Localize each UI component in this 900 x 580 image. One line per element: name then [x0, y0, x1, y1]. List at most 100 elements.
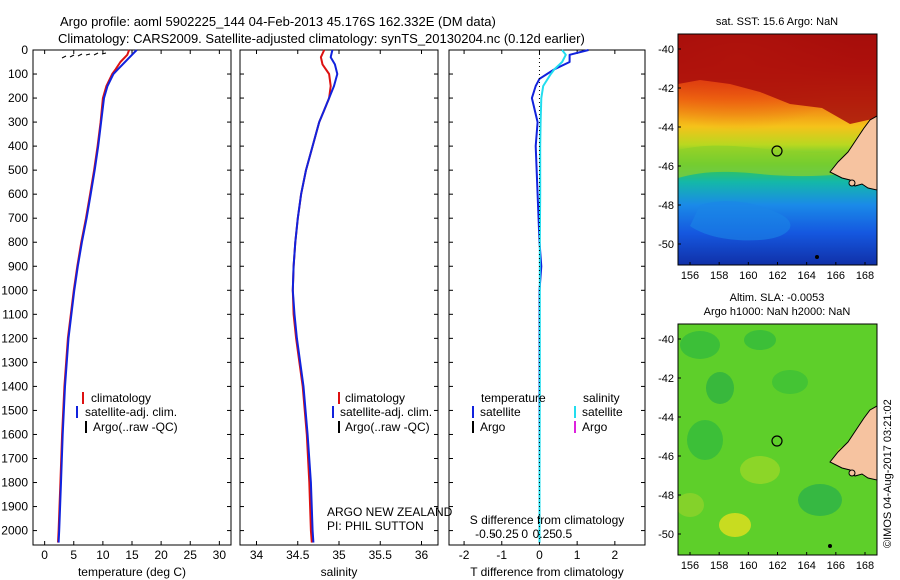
difference-xlabel: T difference from climatology [470, 565, 624, 579]
series-line-salinity-satellite [538, 49, 567, 543]
map-y-tick-label: -40 [658, 334, 674, 346]
map-y-tick-label: -48 [658, 490, 674, 502]
x-tick-label: 36 [415, 548, 429, 562]
temperature-xlabel: temperature (deg C) [78, 565, 186, 579]
stewart-island [848, 179, 856, 187]
depth-tick-label: 700 [8, 211, 28, 225]
x-tick-label: 30 [213, 548, 227, 562]
legend-s-argo: Argo [582, 420, 608, 434]
top-x-tick-label: 0 [521, 527, 528, 541]
depth-tick-label: 1800 [1, 476, 28, 490]
difference-legend-salinity: salinity satellite Argo [574, 391, 623, 434]
depth-tick-label: 500 [8, 163, 28, 177]
difference-legend-temperature: temperature satellite Argo [472, 391, 546, 434]
x-tick-label: 0 [536, 548, 543, 562]
map-y-tick-label: -46 [658, 451, 674, 463]
map-x-tick-label: 164 [797, 560, 815, 572]
difference-panel-frame [448, 49, 646, 546]
sst-warm-tongue [678, 34, 877, 124]
sla-warm-eddy [719, 513, 751, 537]
depth-tick-label: 1600 [1, 427, 28, 441]
header-line1: Argo profile: aoml 5902225_144 04-Feb-20… [60, 14, 496, 29]
legend-heading-temperature: temperature [481, 391, 546, 405]
depth-tick-label: 300 [8, 115, 28, 129]
sla-float-marker [771, 435, 783, 447]
small-island [828, 544, 832, 548]
salinity-panel-frame [239, 49, 439, 546]
sla-map-subtitle: Argo h1000: NaN h2000: NaN [704, 306, 851, 318]
sla-map-ticks: 156 158 160 162 164 166 168 -40 -42 -44 -46 -48 -50 [658, 334, 874, 572]
x-tick-label: 20 [154, 548, 168, 562]
x-tick-label: -2 [459, 548, 470, 562]
depth-tick-label: 1300 [1, 355, 28, 369]
x-tick-label: 10 [96, 548, 110, 562]
depth-tick-label: 800 [8, 235, 28, 249]
depth-tick-label: 200 [8, 91, 28, 105]
legend-t-argo: Argo [480, 420, 506, 434]
x-tick-label: 1 [574, 548, 581, 562]
map-x-tick-label: 158 [710, 560, 728, 572]
legend-argo: Argo(..raw -QC) [93, 420, 178, 434]
sst-cold-pocket [690, 201, 791, 241]
map-y-tick-label: -48 [658, 200, 674, 212]
difference-panel: -2 -1 0 1 2-0.5-0.25 0 0.25 0.5 [449, 49, 645, 562]
top-x-tick-label: -0.5 [475, 527, 496, 541]
depth-tick-label: 600 [8, 187, 28, 201]
map-x-tick-label: 162 [768, 270, 786, 282]
x-tick-label: 25 [184, 548, 198, 562]
depth-tick-label: 1100 [2, 307, 28, 321]
temperature-panel: 0 5 10 15 20 25 30 [33, 49, 231, 562]
sst-float-marker [771, 145, 783, 157]
difference-xlabel-top: S difference from climatology [470, 513, 625, 527]
sla-map: Altim. SLA: -0.0053 Argo h1000: NaN h200… [658, 292, 878, 572]
x-tick-label: 5 [70, 548, 77, 562]
map-x-tick-label: 168 [856, 270, 874, 282]
x-tick-label: 34 [250, 548, 264, 562]
series-line-climatology [57, 49, 131, 543]
salinity-annotation-line2: PI: PHIL SUTTON [327, 519, 424, 533]
salinity-annotation-line1: ARGO NEW ZEALAND [327, 505, 453, 519]
sla-eddy [706, 372, 734, 404]
map-x-tick-label: 164 [797, 270, 815, 282]
map-y-tick-label: -50 [658, 529, 674, 541]
depth-tick-label: 0 [21, 43, 28, 57]
depth-tick-label: 1200 [1, 331, 28, 345]
series-line-climatology [291, 49, 332, 543]
map-x-tick-label: 158 [710, 270, 728, 282]
map-x-tick-label: 160 [739, 560, 757, 572]
x-tick-label: 2 [612, 548, 619, 562]
series-line-satellite-adj-clim- [57, 49, 138, 543]
header-line2: Climatology: CARS2009. Satellite-adjuste… [58, 31, 585, 46]
map-x-tick-label: 166 [827, 270, 845, 282]
depth-tick-label: 1000 [1, 283, 28, 297]
legend-satellite: satellite-adj. clim. [340, 405, 432, 419]
series-line-satellite-adj-clim- [291, 49, 339, 543]
depth-tick-label: 1900 [1, 500, 28, 514]
sst-map-ticks: 156 158 160 162 164 166 168 -40 -42 -44 -46 -48 -50 [658, 44, 874, 282]
map-y-tick-label: -42 [658, 83, 674, 95]
map-x-tick-label: 168 [856, 560, 874, 572]
legend-argo: Argo(..raw -QC) [345, 420, 430, 434]
sla-eddy [744, 330, 776, 350]
map-y-tick-label: -44 [658, 122, 674, 134]
top-x-tick-label: 0.25 [533, 527, 557, 541]
sst-front [678, 145, 877, 178]
salinity-legend: climatology satellite-adj. clim. Argo(..… [332, 391, 432, 434]
map-x-tick-label: 160 [739, 270, 757, 282]
legend-climatology: climatology [345, 391, 405, 405]
legend-climatology: climatology [91, 391, 151, 405]
x-tick-label: 35 [332, 548, 346, 562]
map-y-tick-label: -44 [658, 412, 674, 424]
legend-s-satellite: satellite [582, 405, 623, 419]
map-y-tick-label: -42 [658, 373, 674, 385]
sla-eddy [678, 493, 704, 517]
stewart-island [848, 469, 856, 477]
top-x-tick-label: -0.25 [491, 527, 519, 541]
map-y-tick-label: -50 [658, 239, 674, 251]
x-tick-label: 34.5 [286, 548, 310, 562]
sst-map: sat. SST: 15.6 Argo: NaN 156 158 160 162 164… [658, 16, 878, 282]
depth-tick-label: 900 [8, 259, 28, 273]
map-x-tick-label: 156 [681, 560, 699, 572]
map-x-tick-label: 162 [768, 560, 786, 572]
